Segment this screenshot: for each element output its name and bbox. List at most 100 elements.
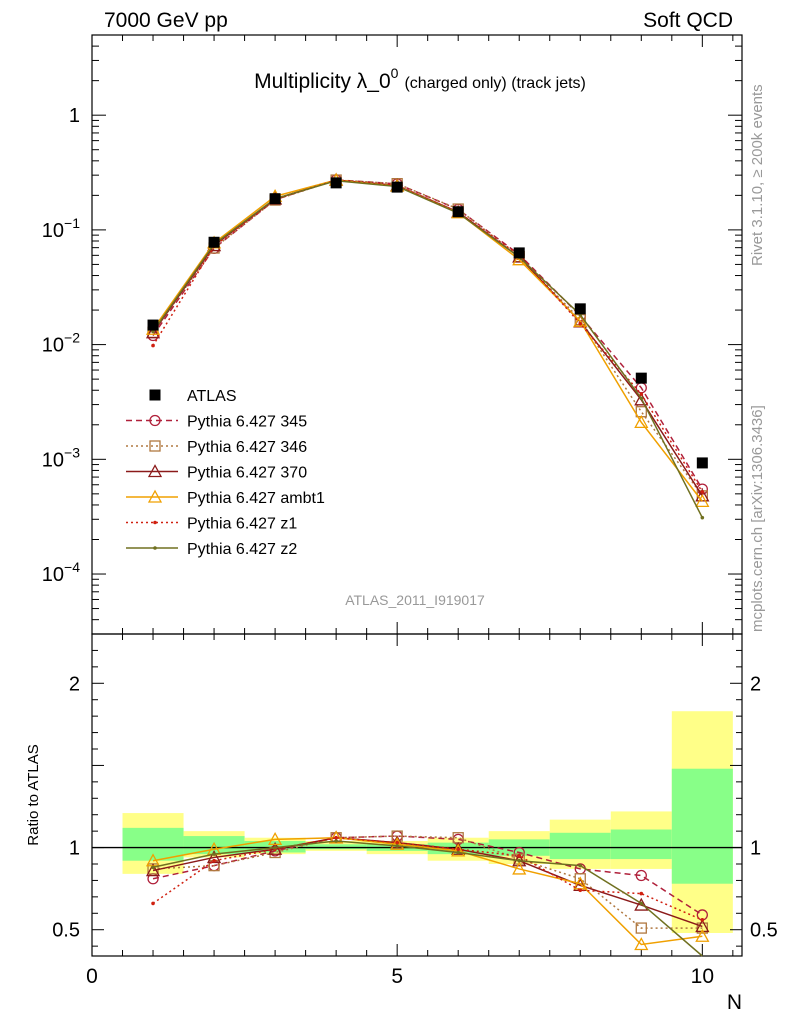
ratio-series-line [152, 835, 703, 916]
ratio-series-point [273, 845, 277, 850]
ratio-y-axis-label: Ratio to ATLAS [25, 744, 42, 845]
ratio-series-point [268, 831, 283, 846]
ratio-y-tick-label: 0.5 [52, 920, 80, 942]
ratio-series-point [390, 836, 405, 850]
main-series-line [152, 179, 703, 493]
legend-label: Pythia 6.427 346 [187, 439, 307, 456]
legend-marker [149, 440, 161, 452]
main-series-point [634, 414, 649, 428]
ratio-series-point [512, 861, 527, 875]
ratio-series-point [334, 835, 338, 840]
ratio-series-point [517, 858, 522, 863]
ratio-series-point [695, 928, 710, 942]
ratio-band-green [549, 832, 611, 860]
rivet-label: Rivet 3.1.10, ≥ 200k events [749, 84, 766, 266]
ratio-band-green [610, 829, 672, 860]
ratio-y-tick-label: 2 [69, 673, 80, 695]
chart-title: Multiplicity λ_00 (charged only) (track j… [254, 65, 586, 93]
legend-marker [153, 546, 157, 550]
main-panel: 10−4 10−3 10−2 10−1 1 [42, 34, 743, 956]
chart-title-suffix: (charged only) (track jets) [404, 75, 585, 92]
ratio-y-tick-label-right: 1 [750, 838, 761, 860]
ratio-series-point [634, 937, 649, 951]
ratio-y-tick-label-right: 2 [750, 673, 761, 695]
main-series-point [695, 493, 710, 508]
ratio-series-point [145, 863, 161, 877]
atlas-data-point [208, 236, 220, 248]
legend-label: Pythia 6.427 z2 [187, 541, 297, 558]
ratio-series-point [634, 897, 649, 911]
ratio-series-line [152, 836, 703, 946]
legend: ATLAS Pythia 6.427 345 Pythia 6.427 346 Pyt… [126, 388, 325, 558]
atlas-data-point [696, 457, 708, 469]
ratio-series-point [151, 901, 155, 906]
ratio-band-green [305, 844, 367, 850]
main-series-point [151, 329, 155, 334]
x-tick-label: 0 [86, 965, 98, 988]
ratio-series-point [456, 847, 460, 852]
atlas-data-point [147, 319, 159, 331]
header-left-label: 7000 GeV pp [104, 9, 228, 32]
ratio-series-point [578, 888, 583, 893]
x-tick-label: 5 [391, 965, 403, 988]
ratio-band-green [671, 768, 733, 884]
ratio-series-point [635, 869, 647, 882]
legend-label: ATLAS [187, 388, 237, 405]
ratio-series-point [639, 891, 644, 896]
atlas-data-point [330, 177, 342, 189]
legend-label: Pythia 6.427 370 [187, 465, 307, 482]
main-series-line [152, 179, 703, 497]
ratio-series-point [334, 839, 338, 843]
ratio-series-point [212, 852, 216, 856]
legend-marker [153, 520, 157, 525]
atlas-data-point [513, 247, 525, 259]
ratio-series-point [700, 918, 705, 922]
ratio-series-line [152, 836, 703, 921]
y-tick-label: 10−2 [42, 330, 80, 357]
ratio-series-point [151, 865, 155, 870]
ratio-panel: 0 5 10 0.5 0.5 1 1 2 2 [52, 633, 778, 988]
legend-label: Pythia 6.427 ambt1 [187, 490, 325, 507]
main-series-point [145, 325, 161, 339]
main-series-point [700, 515, 705, 520]
analysis-watermark: ATLAS_2011_I919017 [345, 592, 485, 608]
main-series-point [700, 490, 705, 494]
ratio-series-point [456, 850, 460, 855]
main-series-point [578, 321, 583, 326]
atlas-data-point [391, 181, 403, 193]
legend-label: Pythia 6.427 345 [187, 414, 307, 431]
ratio-series-point [268, 841, 283, 855]
y-tick-label: 10−3 [42, 444, 80, 471]
mcplots-label: mcplots.cern.ch [arXiv:1306.3436] [749, 405, 766, 632]
ratio-y-tick-label: 1 [69, 838, 80, 860]
main-series-point [151, 343, 155, 348]
atlas-data-point [269, 193, 281, 205]
ratio-series-point [635, 922, 647, 934]
y-tick-label: 1 [69, 105, 80, 127]
y-tick-label: 10−4 [42, 559, 80, 586]
ratio-series-point [517, 853, 522, 858]
ratio-series-line [152, 835, 703, 929]
main-series-point [639, 396, 644, 401]
x-axis-label: N [727, 991, 742, 1014]
ratio-series-point [212, 858, 216, 863]
atlas-data-point [452, 206, 464, 218]
atlas-data-point [635, 372, 647, 384]
y-tick-label: 10−1 [42, 215, 80, 242]
ratio-frame [91, 633, 743, 957]
header-right-label: Soft QCD [643, 9, 733, 32]
atlas-data-point [574, 303, 586, 315]
main-series-point [639, 392, 644, 396]
ratio-series-point [578, 863, 583, 868]
main-series-point [573, 313, 588, 327]
ratio-y-tick-label-right: 0.5 [750, 920, 778, 942]
legend-label: Pythia 6.427 z1 [187, 516, 297, 533]
legend-marker [149, 414, 161, 427]
chart-title-main: Multiplicity λ_0 [254, 70, 391, 93]
ratio-series-point [395, 840, 399, 845]
ratio-series-point [451, 843, 466, 857]
ratio-series-point [639, 901, 644, 906]
x-tick-label: 10 [691, 965, 714, 988]
legend-marker [147, 489, 163, 503]
ratio-series-point [696, 922, 708, 934]
